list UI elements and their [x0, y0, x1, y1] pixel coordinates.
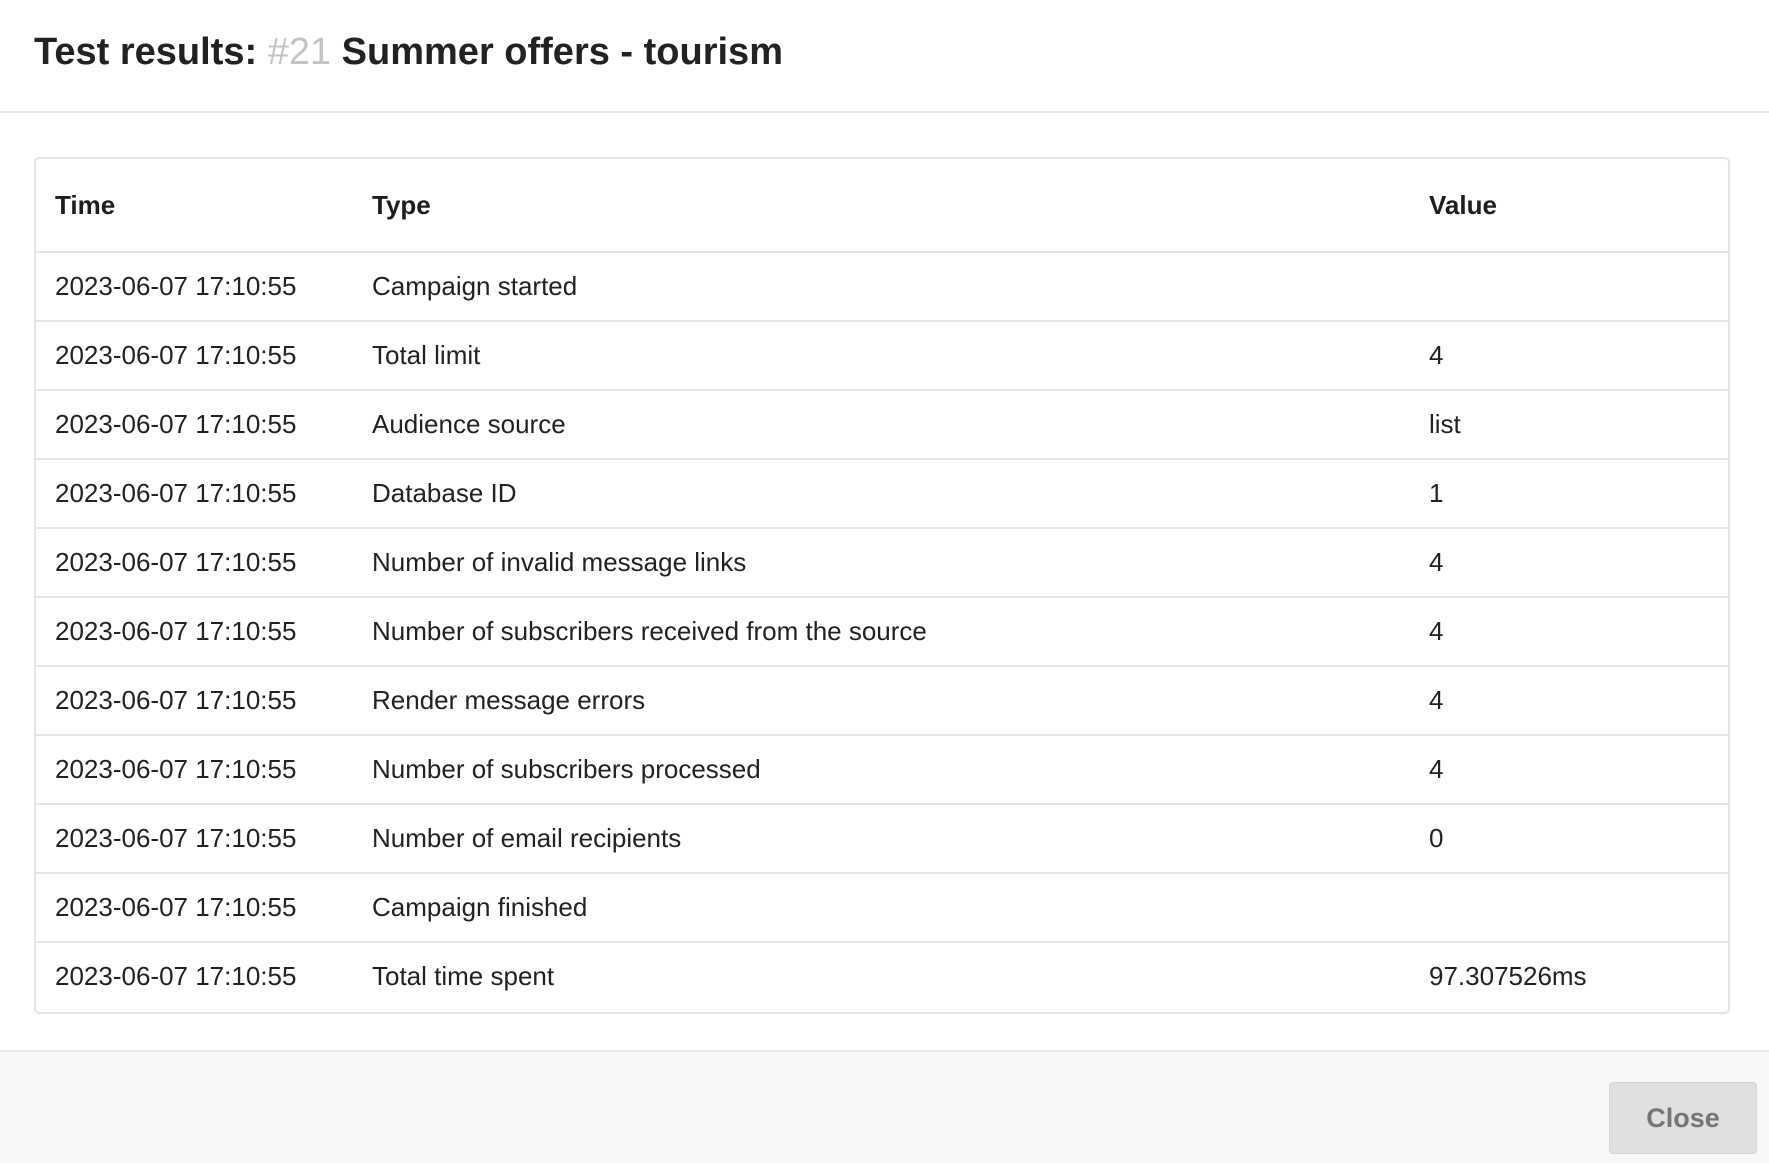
campaign-name: Summer offers - tourism: [341, 31, 783, 73]
cell-time: 2023-06-07 17:10:55: [36, 666, 353, 736]
cell-type: Database ID: [353, 459, 1410, 529]
table-row: 2023-06-07 17:10:55 Number of subscriber…: [36, 597, 1728, 667]
cell-type: Number of subscribers received from the …: [353, 597, 1410, 667]
table-row: 2023-06-07 17:10:55 Render message error…: [36, 666, 1728, 736]
cell-type: Total limit: [353, 321, 1410, 391]
column-header-value: Value: [1410, 159, 1728, 253]
cell-value: 0: [1410, 804, 1728, 874]
cell-time: 2023-06-07 17:10:55: [36, 252, 353, 322]
cell-time: 2023-06-07 17:10:55: [36, 321, 353, 391]
cell-time: 2023-06-07 17:10:55: [36, 735, 353, 805]
column-header-type: Type: [353, 159, 1410, 253]
cell-type: Number of invalid message links: [353, 528, 1410, 598]
table-header-row: Time Type Value: [36, 159, 1728, 253]
cell-time: 2023-06-07 17:10:55: [55, 961, 297, 991]
cell-time: 2023-06-07 17:10:55: [36, 597, 353, 667]
cell-time: 2023-06-07 17:10:55: [36, 804, 353, 874]
table-row: 2023-06-07 17:10:55 Audience source list: [36, 390, 1728, 460]
cell-time: 2023-06-07 17:10:55: [36, 459, 353, 529]
table-row: 2023-06-07 17:10:55 Total limit 4: [36, 321, 1728, 391]
table-row: 2023-06-07 17:10:55 Database ID 1: [36, 459, 1728, 529]
cell-value: 4: [1410, 597, 1728, 667]
cell-value: 4: [1410, 735, 1728, 805]
modal-title: Test results: #21 Summer offers - touris…: [34, 26, 783, 78]
cell-value: 97.307526ms: [1429, 961, 1587, 991]
table-row: 2023-06-07 17:10:55 Campaign started: [36, 252, 1728, 322]
results-table-container: Time Type Value 2023-06-07 17:10:55 Camp…: [34, 157, 1730, 1014]
table-row: 2023-06-07 17:10:55 Campaign finished: [36, 873, 1728, 943]
cell-type: Audience source: [353, 390, 1410, 460]
cell-value: 4: [1410, 666, 1728, 736]
cell-time: 2023-06-07 17:10:55: [36, 528, 353, 598]
cell-type: Number of subscribers processed: [353, 735, 1410, 805]
cell-type: Number of email recipients: [353, 804, 1410, 874]
cell-value: [1410, 873, 1728, 943]
table-row: 2023-06-07 17:10:55 Number of email reci…: [36, 804, 1728, 874]
cell-value: 4: [1410, 321, 1728, 391]
cell-type: Total time spent: [372, 961, 555, 991]
table-row: 2023-06-07 17:10:55 Number of invalid me…: [36, 528, 1728, 598]
table-row: 2023-06-07 17:10:55 Number of subscriber…: [36, 735, 1728, 805]
modal-footer: Close: [0, 1050, 1769, 1163]
cell-time: 2023-06-07 17:10:55: [36, 390, 353, 460]
cell-value: 4: [1410, 528, 1728, 598]
cell-type: Render message errors: [353, 666, 1410, 736]
column-header-time: Time: [36, 159, 353, 253]
title-prefix: Test results:: [34, 31, 258, 73]
results-table: Time Type Value 2023-06-07 17:10:55 Camp…: [36, 159, 1728, 1010]
cell-time: 2023-06-07 17:10:55: [36, 873, 353, 943]
close-button[interactable]: Close: [1609, 1082, 1757, 1154]
cell-type: Campaign started: [353, 252, 1410, 322]
cell-type: Campaign finished: [353, 873, 1410, 943]
modal-header: Test results: #21 Summer offers - touris…: [0, 0, 1769, 113]
campaign-number: #21: [267, 31, 332, 73]
table-row: 2023-06-07 17:10:55 Total time spent 97.…: [36, 942, 1728, 1010]
cell-value: list: [1410, 390, 1728, 460]
cell-value: 1: [1410, 459, 1728, 529]
cell-value: [1410, 252, 1728, 322]
